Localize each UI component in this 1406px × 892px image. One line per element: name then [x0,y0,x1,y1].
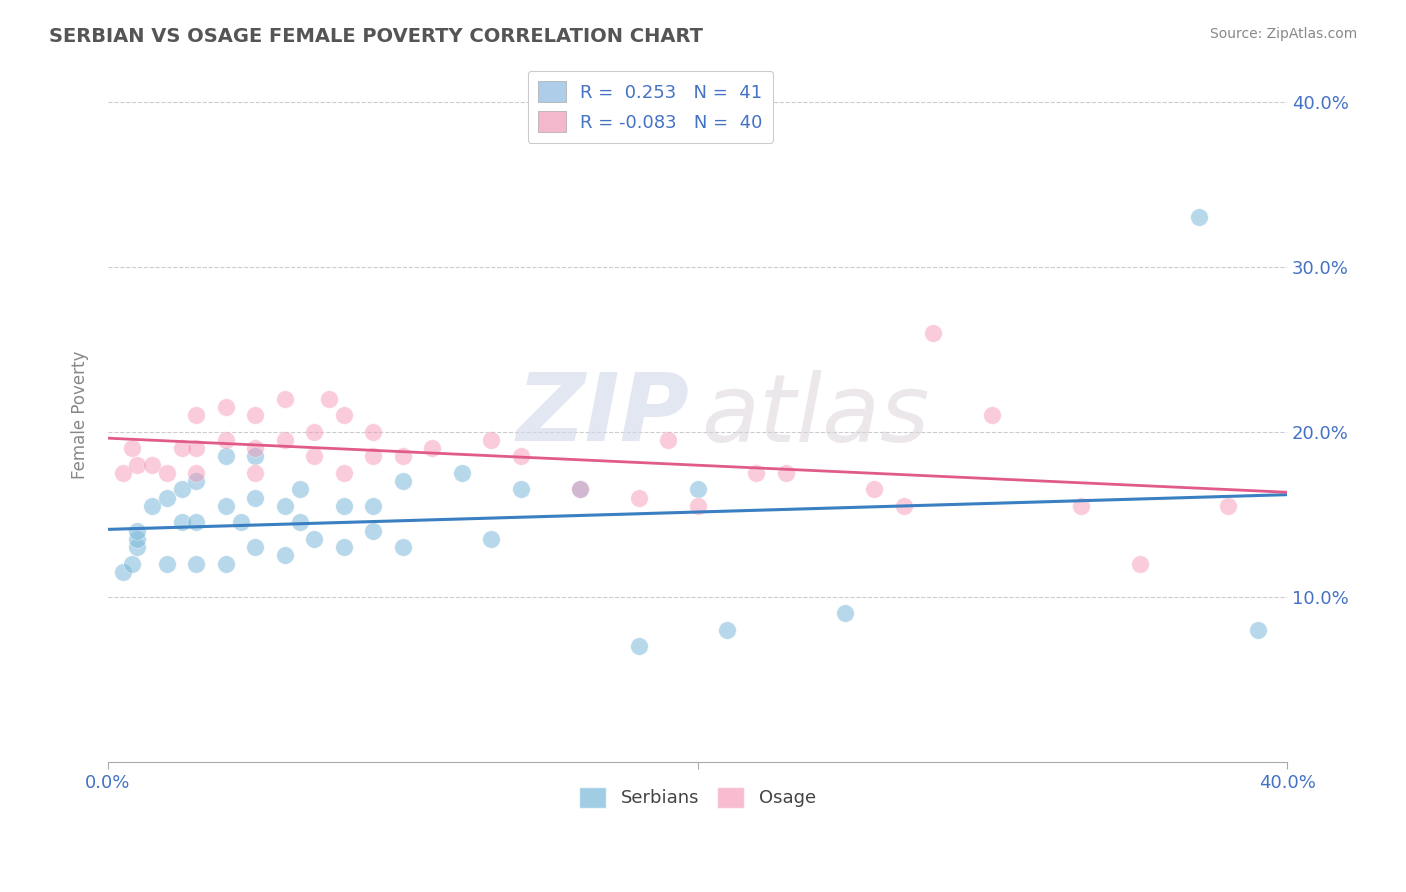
Point [479,433,502,447]
Point [391,450,413,464]
Point [333,408,356,422]
Point [121,441,143,455]
Point [156,557,179,571]
Point [170,441,193,455]
Text: ZIP: ZIP [517,369,690,461]
Point [568,483,591,497]
Point [981,408,1004,422]
Point [245,408,267,422]
Point [686,483,709,497]
Point [304,425,326,439]
Point [186,441,208,455]
Point [361,450,384,464]
Point [627,639,650,653]
Point [775,466,797,480]
Point [141,499,163,513]
Point [391,474,413,488]
Point [229,516,252,530]
Point [141,458,163,472]
Point [1070,499,1092,513]
Point [863,483,886,497]
Point [627,491,650,505]
Point [215,450,238,464]
Point [361,524,384,538]
Point [304,450,326,464]
Text: SERBIAN VS OSAGE FEMALE POVERTY CORRELATION CHART: SERBIAN VS OSAGE FEMALE POVERTY CORRELAT… [49,27,703,45]
Point [127,540,149,554]
Point [127,458,149,472]
Y-axis label: Female Poverty: Female Poverty [72,351,89,479]
Point [274,433,297,447]
Point [450,466,472,480]
Point [186,474,208,488]
Text: atlas: atlas [702,369,929,460]
Point [893,499,915,513]
Point [391,540,413,554]
Point [1129,557,1152,571]
Point [245,540,267,554]
Point [1216,499,1239,513]
Point [304,532,326,546]
Point [568,483,591,497]
Point [245,441,267,455]
Point [186,408,208,422]
Point [479,532,502,546]
Point [156,466,179,480]
Point [245,450,267,464]
Point [111,565,134,579]
Point [215,557,238,571]
Point [186,466,208,480]
Text: Source: ZipAtlas.com: Source: ZipAtlas.com [1209,27,1357,41]
Point [509,450,531,464]
Point [361,425,384,439]
Point [245,466,267,480]
Point [1246,623,1268,637]
Point [333,499,356,513]
Point [186,557,208,571]
Point [156,491,179,505]
Point [333,466,356,480]
Point [834,606,856,620]
Point [111,466,134,480]
Point [361,499,384,513]
Point [274,549,297,563]
Point [420,441,443,455]
Point [274,499,297,513]
Point [186,516,208,530]
Point [215,400,238,414]
Point [215,499,238,513]
Point [509,483,531,497]
Point [127,532,149,546]
Point [318,392,340,406]
Point [127,524,149,538]
Point [1188,210,1211,224]
Point [333,540,356,554]
Point [686,499,709,513]
Point [170,483,193,497]
Point [745,466,768,480]
Legend: Serbians, Osage: Serbians, Osage [572,780,823,815]
Point [245,491,267,505]
Point [170,516,193,530]
Point [288,483,311,497]
Point [716,623,738,637]
Point [274,392,297,406]
Point [215,433,238,447]
Point [288,516,311,530]
Point [657,433,679,447]
Point [922,326,945,340]
Point [121,557,143,571]
